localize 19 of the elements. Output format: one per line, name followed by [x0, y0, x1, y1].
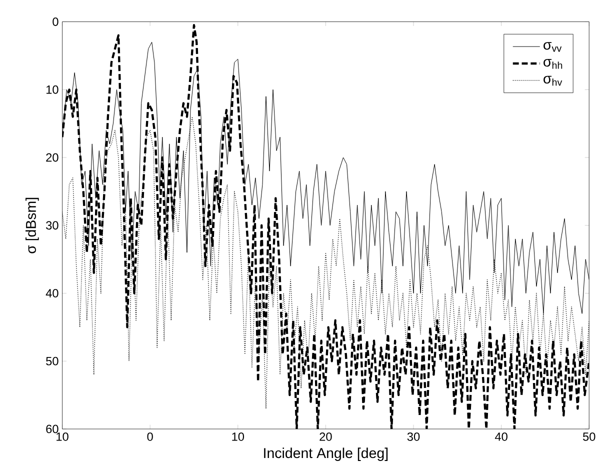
- y-tick-label: 0: [52, 17, 58, 26]
- y-tick-label: 50: [46, 356, 58, 366]
- x-tick-label: 10: [56, 432, 68, 441]
- y-tick-label: 20: [46, 153, 58, 162]
- legend-label: σ$_{hh}$: [544, 58, 562, 69]
- x-tick-label: 20: [320, 432, 332, 441]
- x-tick-label: 0: [147, 432, 153, 441]
- y-tick-label: 30: [46, 220, 58, 230]
- y-tick-label: 40: [46, 288, 58, 298]
- x-tick-label: 40: [494, 432, 508, 441]
- y-axis-title: σ [dBsm]: [26, 198, 39, 254]
- x-tick-label: 50: [582, 432, 596, 441]
- x-tick-label: 10: [232, 432, 244, 441]
- x-axis-title: Incident Angle [deg]: [264, 447, 388, 461]
- y-tick-label: 10: [46, 85, 58, 94]
- x-tick-label: 30: [407, 432, 420, 441]
- y-tick-label: 60: [46, 424, 58, 433]
- legend-label: σ$_{hv}$: [544, 76, 562, 86]
- legend-label: σ$_{vv}$: [544, 42, 562, 52]
